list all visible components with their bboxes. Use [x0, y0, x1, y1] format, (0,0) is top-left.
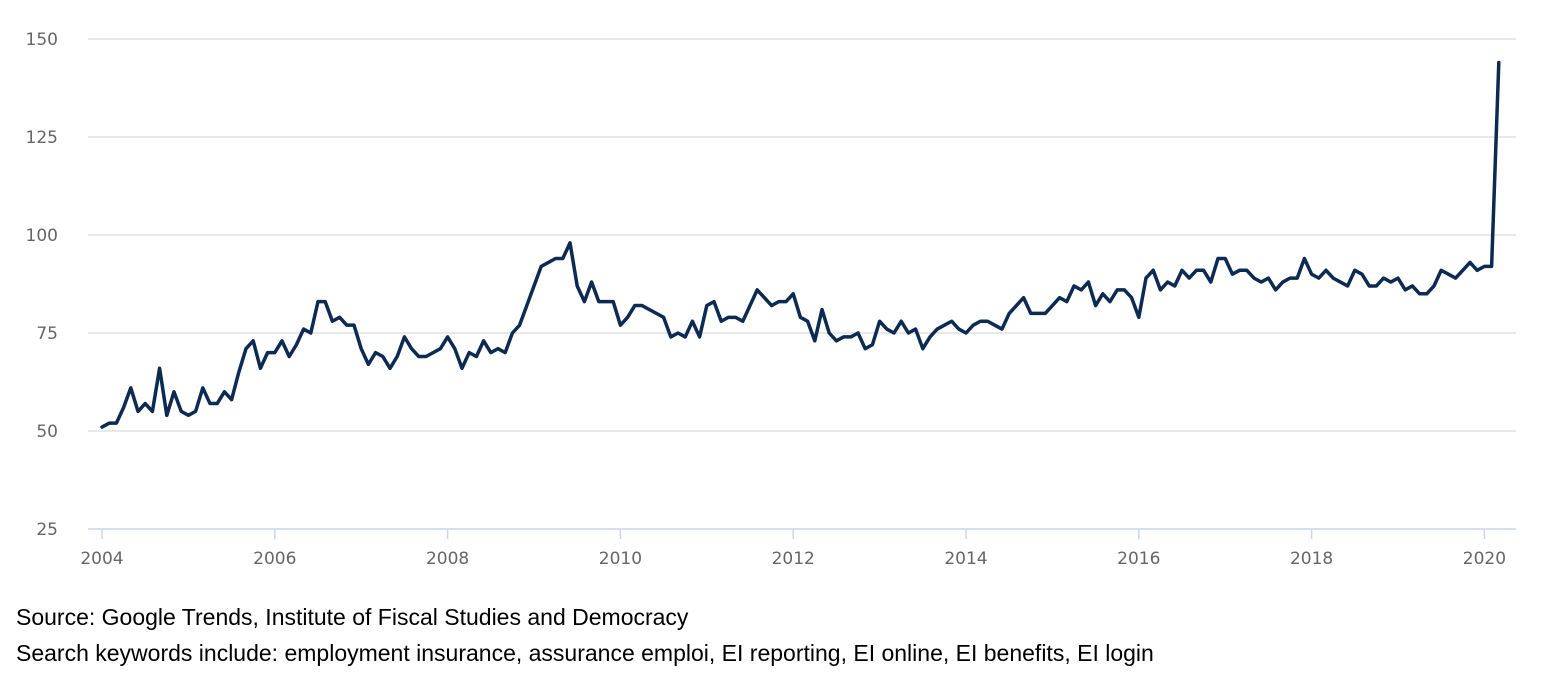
x-tick-label: 2008	[426, 549, 469, 569]
x-tick-label: 2016	[1117, 549, 1160, 569]
y-tick-label: 25	[36, 520, 58, 540]
y-tick-label: 150	[26, 30, 58, 50]
x-tick-label: 2012	[772, 549, 815, 569]
x-tick-label: 2010	[599, 549, 642, 569]
x-tick-label: 2020	[1463, 549, 1506, 569]
y-tick-label: 50	[36, 422, 58, 442]
y-axis: 25 50 75 100 125 150	[26, 30, 58, 540]
y-tick-label: 100	[26, 226, 58, 246]
source-note: Source: Google Trends, Institute of Fisc…	[16, 604, 689, 630]
series	[100, 60, 1501, 429]
x-axis: 2004 2006 2008 2010 2012 2014 2016 2018 2020	[80, 528, 1516, 569]
gridlines	[88, 38, 1516, 432]
x-tick-label: 2006	[253, 549, 296, 569]
keywords-note: Search keywords include: employment insu…	[16, 640, 1154, 666]
x-tick-label: 2014	[944, 549, 987, 569]
series-line	[100, 60, 1501, 429]
y-tick-label: 75	[36, 324, 58, 344]
y-tick-label: 125	[26, 128, 58, 148]
x-tick-label: 2004	[80, 549, 123, 569]
x-tick-label: 2018	[1290, 549, 1333, 569]
